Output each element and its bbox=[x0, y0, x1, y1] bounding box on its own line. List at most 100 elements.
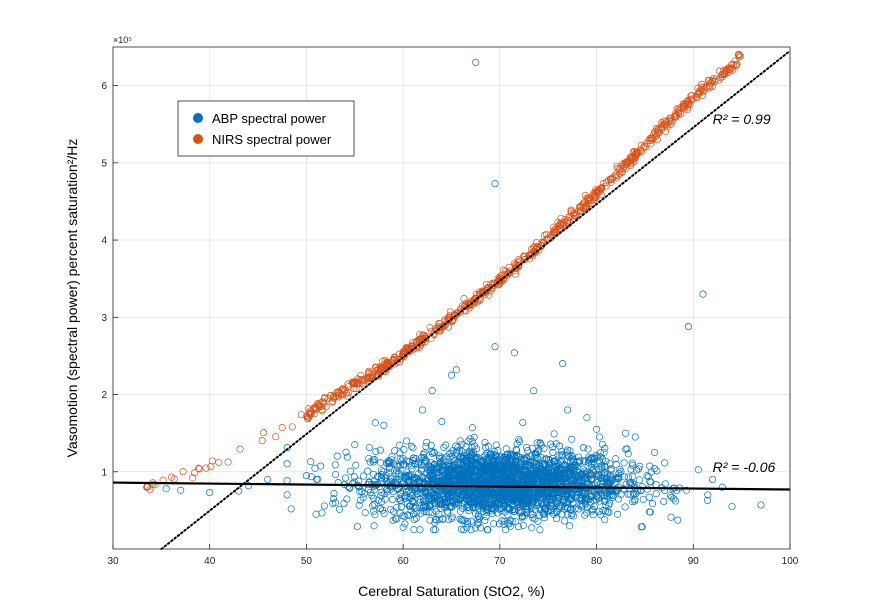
abp-point bbox=[360, 490, 368, 498]
abp-point bbox=[456, 487, 464, 495]
nirs-point bbox=[472, 290, 480, 298]
abp-point bbox=[504, 476, 512, 484]
nirs-point bbox=[554, 222, 562, 230]
abp-point bbox=[612, 455, 620, 463]
abp-point bbox=[480, 498, 488, 506]
abp-point bbox=[352, 461, 360, 469]
abp-point bbox=[491, 460, 499, 468]
abp-point bbox=[494, 447, 502, 455]
abp-point bbox=[414, 460, 422, 468]
abp-point bbox=[422, 442, 430, 450]
abp-point bbox=[413, 474, 421, 482]
nirs-point bbox=[643, 139, 651, 147]
abp-point bbox=[477, 467, 485, 475]
abp-point bbox=[353, 522, 361, 531]
abp-point bbox=[595, 457, 603, 465]
abp-point bbox=[356, 488, 364, 496]
abp-point bbox=[519, 521, 527, 529]
abp-point bbox=[424, 489, 432, 497]
abp-point bbox=[454, 460, 462, 468]
abp-point bbox=[436, 459, 444, 467]
abp-point bbox=[542, 455, 550, 463]
abp-point bbox=[606, 460, 614, 468]
abp-point bbox=[560, 496, 568, 504]
abp-point bbox=[522, 477, 530, 485]
abp-point bbox=[504, 498, 512, 506]
abp-point bbox=[568, 435, 576, 443]
nirs-point bbox=[487, 284, 495, 292]
nirs-point bbox=[597, 185, 606, 193]
abp-point bbox=[439, 500, 447, 508]
abp-point bbox=[401, 494, 409, 502]
abp-point bbox=[638, 483, 646, 491]
nirs-point bbox=[554, 218, 562, 226]
abp-point bbox=[651, 448, 659, 457]
nirs-point bbox=[675, 107, 683, 115]
abp-point bbox=[562, 469, 571, 478]
abp-point bbox=[439, 468, 447, 476]
nirs-point bbox=[400, 352, 408, 360]
abp-point bbox=[538, 500, 546, 508]
abp-point bbox=[583, 504, 591, 512]
abp-point bbox=[494, 499, 503, 507]
r2-annotation-nirs: R² = 0.99 bbox=[713, 111, 771, 127]
nirs-point bbox=[418, 331, 426, 340]
abp-point bbox=[598, 463, 606, 471]
abp-point bbox=[456, 472, 464, 480]
x-tick-label: 100 bbox=[782, 556, 799, 567]
nirs-point bbox=[402, 345, 410, 353]
abp-point bbox=[524, 472, 532, 480]
abp-point bbox=[452, 366, 460, 374]
nirs-point bbox=[736, 52, 745, 60]
nirs-point bbox=[630, 148, 638, 156]
abp-point bbox=[648, 500, 657, 508]
abp-point bbox=[490, 520, 498, 528]
abp-point bbox=[396, 441, 404, 449]
abp-point bbox=[718, 483, 726, 491]
abp-point bbox=[381, 495, 389, 503]
abp-point bbox=[283, 460, 291, 468]
abp-point bbox=[283, 491, 291, 499]
abp-point bbox=[479, 499, 487, 507]
abp-point bbox=[583, 509, 591, 517]
abp-point bbox=[579, 444, 587, 452]
abp-point bbox=[507, 491, 515, 500]
abp-point bbox=[415, 469, 423, 478]
abp-point bbox=[370, 522, 378, 530]
abp-point bbox=[407, 462, 416, 470]
abp-point bbox=[483, 491, 491, 499]
fit-line-abp bbox=[112, 481, 791, 491]
abp-point bbox=[472, 58, 480, 66]
nirs-point bbox=[588, 199, 596, 207]
grid-lines bbox=[112, 47, 791, 549]
nirs-point bbox=[590, 189, 598, 197]
abp-point bbox=[396, 494, 404, 502]
abp-point bbox=[537, 470, 545, 478]
abp-point bbox=[552, 507, 560, 515]
legend-box bbox=[177, 100, 355, 157]
nirs-point bbox=[468, 299, 476, 307]
abp-point bbox=[504, 492, 512, 501]
abp-point bbox=[638, 523, 646, 531]
abp-point bbox=[581, 511, 589, 519]
abp-point bbox=[624, 473, 632, 481]
nirs-point bbox=[446, 311, 454, 320]
abp-point bbox=[478, 467, 486, 475]
abp-point bbox=[454, 443, 462, 451]
abp-point bbox=[578, 501, 586, 510]
abp-point bbox=[402, 457, 411, 465]
abp-point bbox=[512, 462, 521, 470]
abp-point bbox=[472, 459, 480, 467]
abp-point bbox=[499, 469, 507, 478]
abp-point bbox=[594, 453, 602, 461]
abp-point bbox=[382, 477, 390, 485]
abp-point bbox=[526, 476, 534, 484]
abp-point bbox=[584, 445, 592, 453]
abp-point bbox=[544, 474, 552, 482]
abp-point bbox=[466, 496, 474, 504]
abp-point bbox=[431, 515, 439, 523]
abp-point bbox=[460, 470, 468, 478]
abp-point bbox=[626, 479, 634, 487]
nirs-point bbox=[343, 392, 351, 400]
nirs-point bbox=[525, 251, 533, 259]
